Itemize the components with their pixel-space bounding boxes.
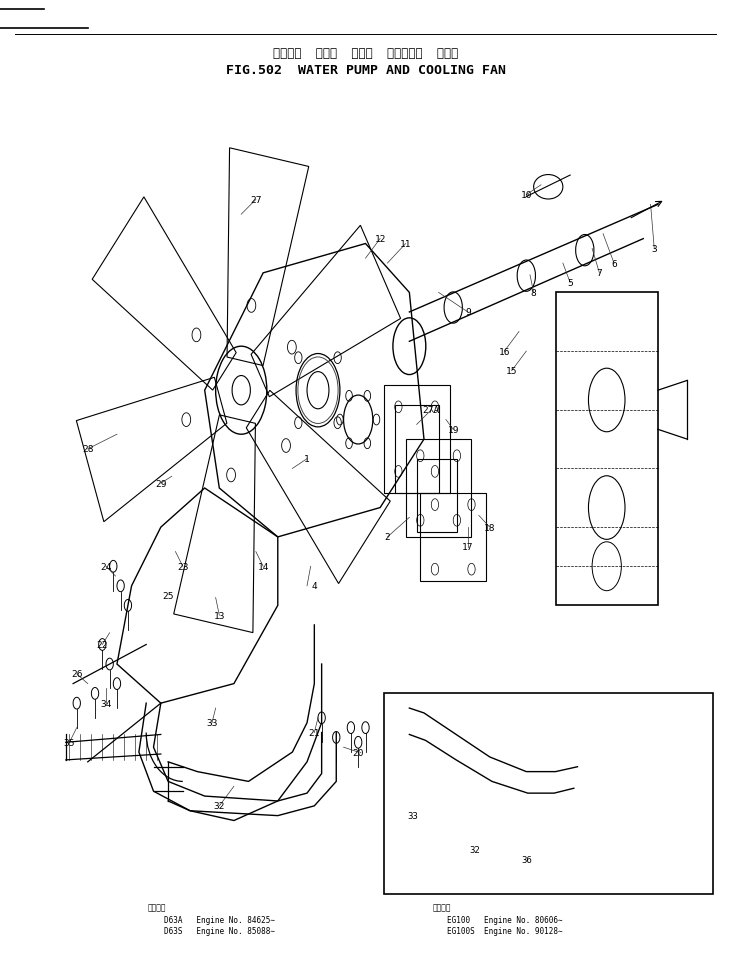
Text: 21: 21 [308,728,320,738]
Bar [395,405,439,493]
Text: 1: 1 [304,454,310,464]
Text: 12: 12 [374,234,386,244]
Text: 29: 29 [155,479,167,488]
Text: 14: 14 [257,562,269,572]
Text: 4: 4 [311,581,317,591]
Text: 10: 10 [520,191,532,200]
Text: 6: 6 [611,259,617,269]
Text: EG100   Engine No. 80606∼: EG100 Engine No. 80606∼ [447,914,563,924]
Text: 9: 9 [465,308,471,318]
Text: 32: 32 [470,845,480,855]
Text: 32: 32 [213,801,225,811]
Text: 36: 36 [521,855,531,865]
Text: 適用底番: 適用底番 [433,902,452,912]
Text: 26: 26 [71,669,83,679]
Text: 5: 5 [567,278,573,288]
Text: 17: 17 [462,542,474,552]
Text: 2: 2 [385,532,390,542]
Text: 7: 7 [596,269,602,278]
Text: 33: 33 [206,718,218,728]
Text: 8: 8 [531,288,537,298]
Text: EG100S  Engine No. 90128∼: EG100S Engine No. 90128∼ [447,925,563,935]
Text: 28: 28 [82,445,94,454]
Text: D63A   Engine No. 84625∼: D63A Engine No. 84625∼ [164,914,276,924]
Text: 22: 22 [96,640,108,650]
Text: 18: 18 [484,523,496,532]
Text: 20: 20 [352,747,364,757]
Text: 11: 11 [400,239,412,249]
Text: 35: 35 [64,738,75,747]
Text: D63S   Engine No. 85088∼: D63S Engine No. 85088∼ [164,925,276,935]
Text: 27A: 27A [423,405,440,415]
Text: ウォータ  ポンプ  および  クーリング  ファン: ウォータ ポンプ および クーリング ファン [273,47,458,61]
Text: 15: 15 [506,366,518,376]
Bar [417,459,457,532]
Text: 27: 27 [250,195,262,205]
Text: 23: 23 [177,562,189,572]
Text: 適用底番: 適用底番 [148,902,167,912]
Text: 33: 33 [408,811,418,821]
Text: 16: 16 [499,347,510,357]
Text: FIG.502  WATER PUMP AND COOLING FAN: FIG.502 WATER PUMP AND COOLING FAN [225,64,506,77]
Text: 25: 25 [162,591,174,601]
Text: 19: 19 [447,425,459,435]
Text: 34: 34 [100,699,112,708]
Text: 13: 13 [213,611,225,620]
Text: 3: 3 [651,244,657,254]
Text: 24: 24 [100,562,112,572]
Bar [384,694,713,894]
